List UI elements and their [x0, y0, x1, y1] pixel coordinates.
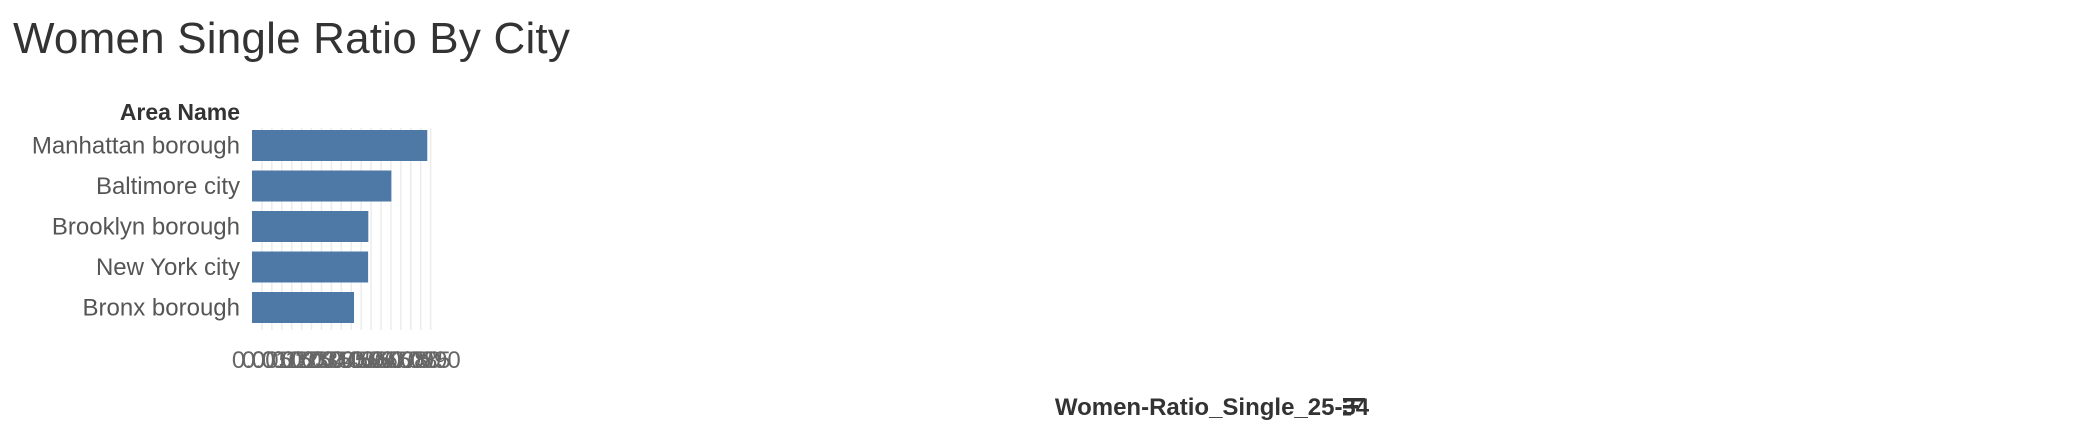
- x-tick-label: 0.010: [242, 347, 302, 374]
- chart-title: Women Single Ratio By City: [13, 14, 571, 63]
- category-label-layer: Manhattan borough Baltimore city Brooklyn …: [32, 133, 240, 322]
- x-tick-label: 0.055: [331, 347, 391, 374]
- category-label: Baltimore city: [96, 173, 240, 200]
- category-label: New York city: [96, 254, 240, 281]
- x-tick-label: 0.060: [341, 347, 401, 374]
- bar-layer: [252, 130, 428, 323]
- bar[interactable]: [252, 211, 369, 242]
- x-tick-label: 0.085: [391, 347, 451, 374]
- x-tick-label: 0.070: [361, 347, 421, 374]
- x-tick-label: 0.090: [401, 347, 461, 374]
- category-label: Manhattan borough: [32, 133, 240, 160]
- x-tick-label: 0.035: [291, 347, 351, 374]
- bar[interactable]: [252, 251, 369, 283]
- x-tick-label: 0.030: [282, 347, 342, 374]
- bar[interactable]: [252, 130, 428, 161]
- x-tick-label: 0.080: [381, 347, 441, 374]
- x-tick-label: 0.050: [321, 347, 381, 374]
- category-label: Bronx borough: [83, 295, 240, 322]
- category-header: Area Name: [120, 99, 240, 125]
- x-tick-label: 0.020: [262, 347, 322, 374]
- x-tick-label: 0.040: [301, 347, 361, 374]
- bar[interactable]: [252, 170, 392, 202]
- x-tick-label: 0.005: [232, 347, 292, 374]
- category-label: Brooklyn borough: [52, 214, 240, 241]
- x-tick-label: 0.065: [351, 347, 411, 374]
- sort-descending-icon[interactable]: [1343, 398, 1365, 416]
- bar[interactable]: [252, 292, 355, 323]
- x-tick-label: 0.075: [371, 347, 431, 374]
- x-tick-label: 0.015: [252, 347, 312, 374]
- x-tick-label: 0.025: [272, 347, 332, 374]
- tick-label-layer: 0.0050.0100.0150.0200.0250.0300.0350.040…: [232, 347, 461, 374]
- x-axis-title: Women-Ratio_Single_25-34: [1055, 394, 1370, 421]
- x-tick-label: 0.045: [311, 347, 371, 374]
